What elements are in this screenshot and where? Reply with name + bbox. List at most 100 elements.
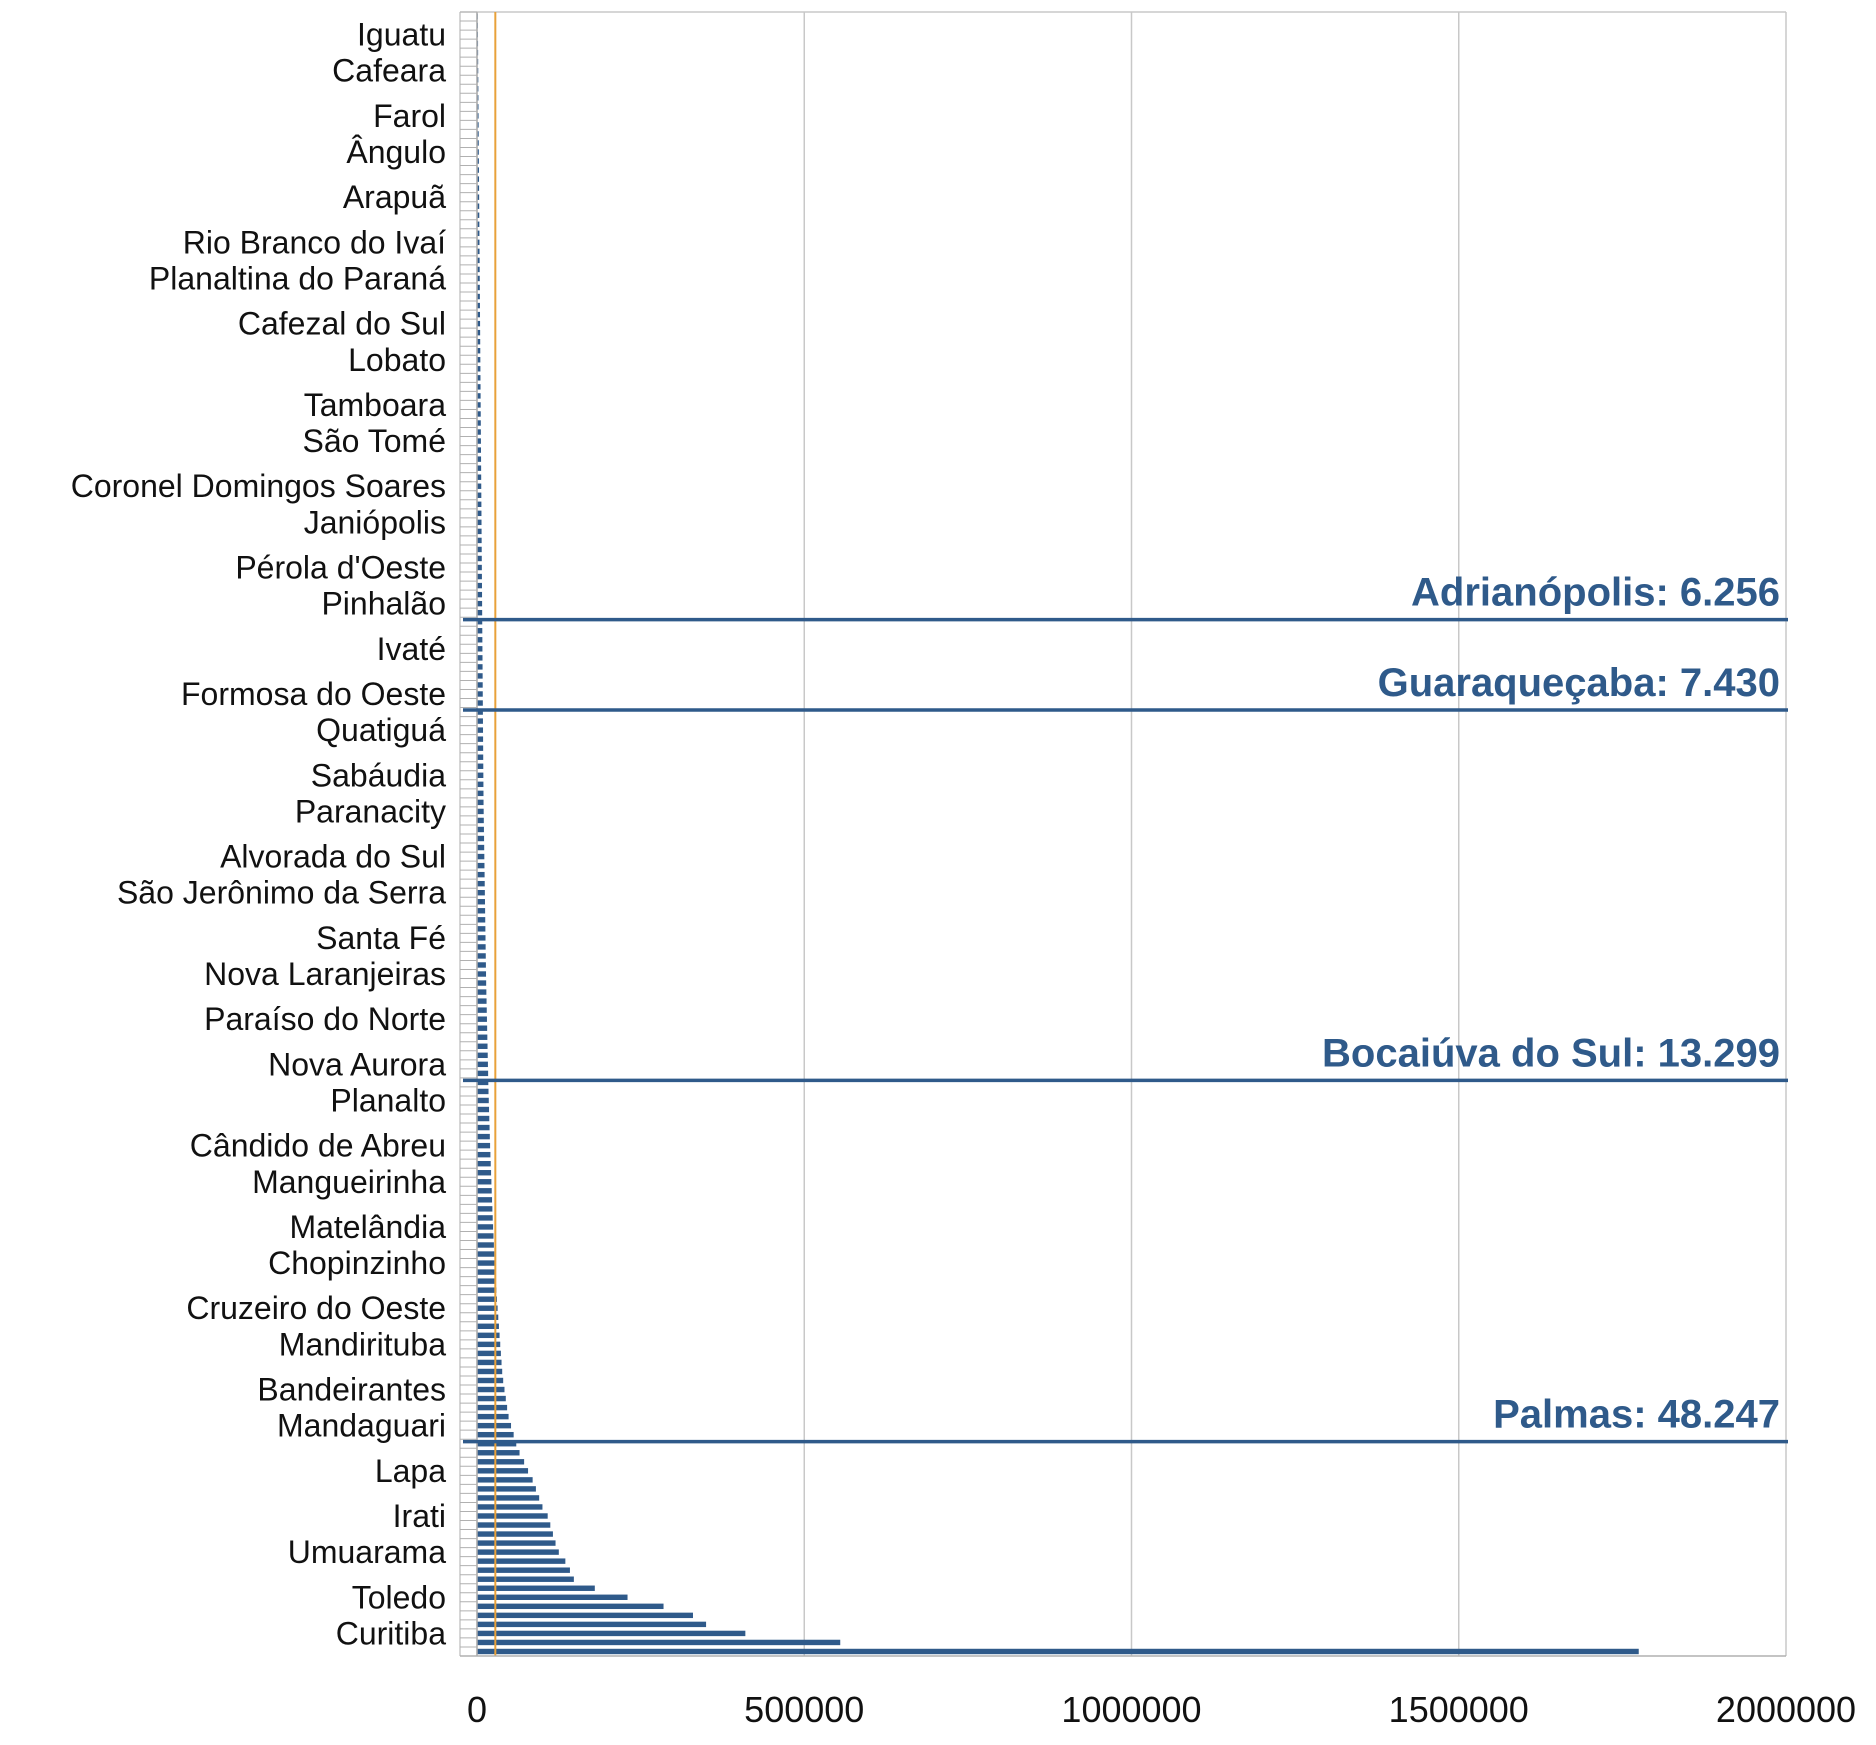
bar [477,501,482,508]
bar [477,1197,493,1203]
bar [477,266,480,273]
category-label: Arapuã [343,179,446,215]
bar [477,944,486,950]
bar [477,1305,498,1311]
bar [477,718,483,724]
annotation-label: Palmas: 48.247 [1493,1393,1780,1437]
bar [477,113,479,119]
bar [477,862,485,869]
bar [477,1395,506,1402]
bar [477,826,484,833]
category-label: Quatiguá [316,712,446,748]
bar [477,908,486,914]
bar [477,1170,492,1176]
bar [477,637,483,643]
annotations: Adrianópolis: 6.256 Guaraqueçaba: 7.430 Bo… [463,571,1788,1444]
bar [477,935,486,941]
bar [477,1413,509,1420]
bar [477,1215,493,1221]
bar [477,474,482,480]
bar [477,1296,497,1302]
bar [477,1260,495,1266]
bar [477,1242,494,1248]
bar [477,691,483,697]
bar [477,1386,505,1393]
bar [477,348,481,354]
bar [477,600,483,607]
bar [477,655,483,661]
bar [477,1567,570,1573]
bar [477,609,483,616]
bar [477,366,481,372]
bar [477,1404,508,1411]
gridlines [459,11,1787,1656]
bar [477,420,481,426]
bar [477,149,479,155]
bar [477,745,484,751]
bar [477,1151,491,1158]
bar [477,998,487,1004]
bar [477,772,484,778]
bar [477,573,482,580]
category-label: São Jerônimo da Serra [117,875,446,911]
bar [477,682,483,688]
bar [477,971,487,977]
category-label: Iguatu [357,17,446,53]
bar [477,1522,551,1528]
bar [477,1133,490,1140]
bar [477,646,483,652]
bar [477,203,480,209]
bar [477,1549,559,1555]
bar [477,1061,488,1068]
x-tick-label: 0 [467,1689,487,1730]
bar [477,212,480,218]
bar [477,1332,500,1339]
bar [477,122,479,128]
category-label: Paranacity [295,793,446,829]
category-label: Cândido de Abreu [190,1128,446,1164]
bar [477,293,480,300]
bar [477,1016,487,1022]
bar [477,140,479,146]
bar [477,754,484,760]
bar [477,302,480,309]
category-label: Ivaté [377,631,446,667]
bar [477,835,485,842]
bar [477,257,480,264]
bar [477,1070,489,1077]
category-label: Bandeirantes [257,1372,446,1408]
category-label: Curitiba [336,1615,446,1651]
bar [477,1621,707,1628]
x-tick-label: 1000000 [1061,1689,1201,1730]
bar [477,1459,525,1465]
bar [477,1233,494,1239]
bar [477,1079,489,1086]
category-label: Lobato [348,342,446,378]
category-label: Farol [373,98,446,134]
bar [477,456,482,462]
bar [477,1160,491,1167]
bar [477,1368,503,1375]
bar [477,1468,529,1474]
bar [477,817,484,824]
bar [477,1495,540,1501]
bar [477,1206,493,1212]
bar [477,194,480,200]
bar [477,230,480,237]
bar [477,1422,512,1429]
category-label: Planaltina do Paraná [149,260,446,296]
bar [477,1188,492,1194]
x-tick-label: 1500000 [1389,1689,1529,1730]
category-label: Cafeara [332,53,446,89]
category-label: Toledo [352,1579,446,1615]
bar [477,375,481,381]
bar [477,790,484,797]
bar [477,1124,490,1131]
bar [477,104,479,110]
bar [477,275,480,282]
category-label: Alvorada do Sul [220,839,446,875]
bar [477,438,481,444]
bar [477,582,482,589]
category-label: São Tomé [303,423,447,459]
